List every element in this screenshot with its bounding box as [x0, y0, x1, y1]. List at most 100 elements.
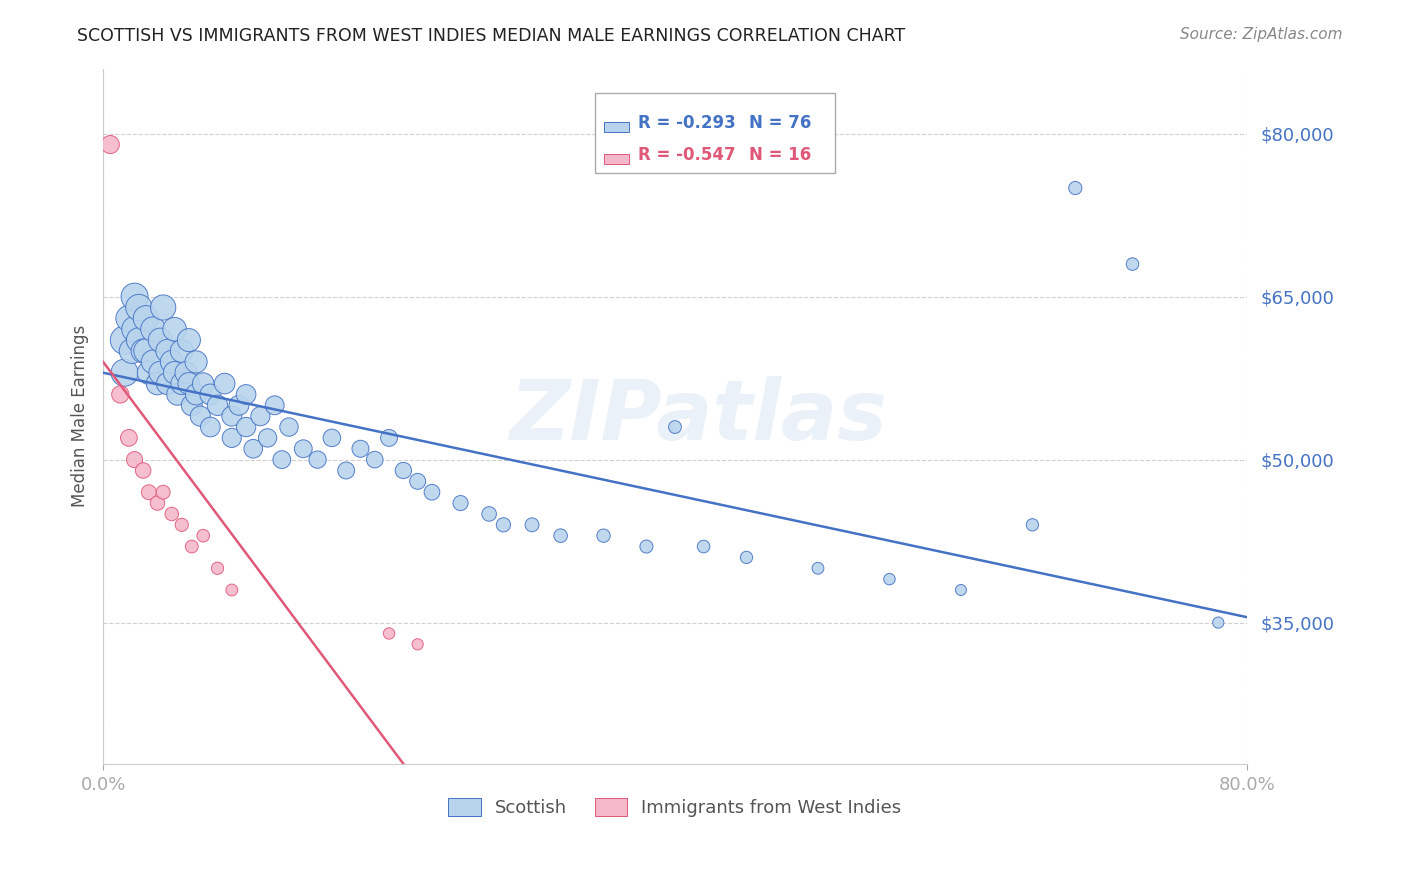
Point	[520, 517, 543, 532]
Point	[949, 582, 972, 597]
Point	[228, 398, 250, 412]
Point	[180, 540, 202, 554]
Point	[152, 485, 174, 500]
Legend: Scottish, Immigrants from West Indies: Scottish, Immigrants from West Indies	[441, 790, 908, 824]
Point	[184, 355, 207, 369]
FancyBboxPatch shape	[605, 153, 630, 164]
Point	[124, 452, 146, 467]
Point	[478, 507, 501, 521]
Point	[180, 398, 202, 412]
Point	[221, 582, 243, 597]
Point	[292, 442, 315, 456]
Point	[146, 376, 169, 391]
Point	[135, 311, 157, 326]
Point	[207, 398, 229, 412]
Text: R = -0.293: R = -0.293	[638, 114, 737, 132]
Point	[142, 355, 165, 369]
Y-axis label: Median Male Earnings: Median Male Earnings	[72, 325, 89, 508]
Point	[270, 452, 292, 467]
Point	[321, 431, 343, 445]
Point	[163, 366, 186, 380]
Point	[163, 322, 186, 336]
Point	[207, 561, 229, 575]
Point	[170, 343, 193, 358]
Point	[98, 137, 121, 152]
Point	[879, 572, 901, 586]
Point	[364, 452, 387, 467]
Point	[249, 409, 271, 424]
Text: N = 16: N = 16	[749, 146, 811, 164]
Point	[156, 376, 179, 391]
Point	[135, 343, 157, 358]
Point	[1121, 257, 1143, 271]
Point	[378, 626, 401, 640]
Point	[256, 431, 278, 445]
Point	[166, 387, 188, 401]
Point	[378, 431, 401, 445]
Point	[550, 529, 572, 543]
Point	[278, 420, 301, 434]
Point	[124, 322, 146, 336]
Point	[406, 475, 429, 489]
Point	[110, 387, 132, 401]
Point	[118, 431, 141, 445]
Point	[156, 343, 179, 358]
Point	[221, 431, 243, 445]
Point	[235, 420, 257, 434]
Point	[174, 366, 197, 380]
Point	[184, 387, 207, 401]
Point	[160, 507, 183, 521]
Point	[450, 496, 472, 510]
Point	[1064, 181, 1087, 195]
Point	[160, 355, 183, 369]
Point	[636, 540, 658, 554]
Point	[200, 420, 222, 434]
Point	[114, 333, 136, 347]
Point	[392, 463, 415, 477]
Point	[114, 366, 136, 380]
Point	[193, 529, 215, 543]
Point	[692, 540, 714, 554]
FancyBboxPatch shape	[595, 93, 835, 173]
Point	[170, 376, 193, 391]
Point	[128, 333, 150, 347]
Point	[146, 496, 169, 510]
Point	[263, 398, 285, 412]
Point	[149, 333, 172, 347]
Point	[193, 376, 215, 391]
Text: R = -0.547: R = -0.547	[638, 146, 735, 164]
Point	[177, 376, 200, 391]
Point	[200, 387, 222, 401]
Point	[349, 442, 371, 456]
Point	[492, 517, 515, 532]
Point	[664, 420, 686, 434]
Point	[132, 463, 155, 477]
Point	[406, 637, 429, 651]
Point	[307, 452, 329, 467]
Point	[152, 301, 174, 315]
Text: SCOTTISH VS IMMIGRANTS FROM WEST INDIES MEDIAN MALE EARNINGS CORRELATION CHART: SCOTTISH VS IMMIGRANTS FROM WEST INDIES …	[77, 27, 905, 45]
Point	[138, 366, 160, 380]
Point	[221, 409, 243, 424]
Point	[177, 333, 200, 347]
Text: N = 76: N = 76	[749, 114, 811, 132]
Point	[142, 322, 165, 336]
Point	[335, 463, 357, 477]
Point	[121, 343, 143, 358]
Point	[735, 550, 758, 565]
Point	[188, 409, 211, 424]
Point	[128, 301, 150, 315]
Point	[1206, 615, 1229, 630]
Point	[592, 529, 614, 543]
Point	[807, 561, 830, 575]
Point	[242, 442, 264, 456]
FancyBboxPatch shape	[605, 122, 630, 133]
Point	[149, 366, 172, 380]
Point	[124, 290, 146, 304]
Point	[170, 517, 193, 532]
Point	[132, 343, 155, 358]
Point	[118, 311, 141, 326]
Text: Source: ZipAtlas.com: Source: ZipAtlas.com	[1180, 27, 1343, 42]
Point	[420, 485, 443, 500]
Point	[214, 376, 236, 391]
